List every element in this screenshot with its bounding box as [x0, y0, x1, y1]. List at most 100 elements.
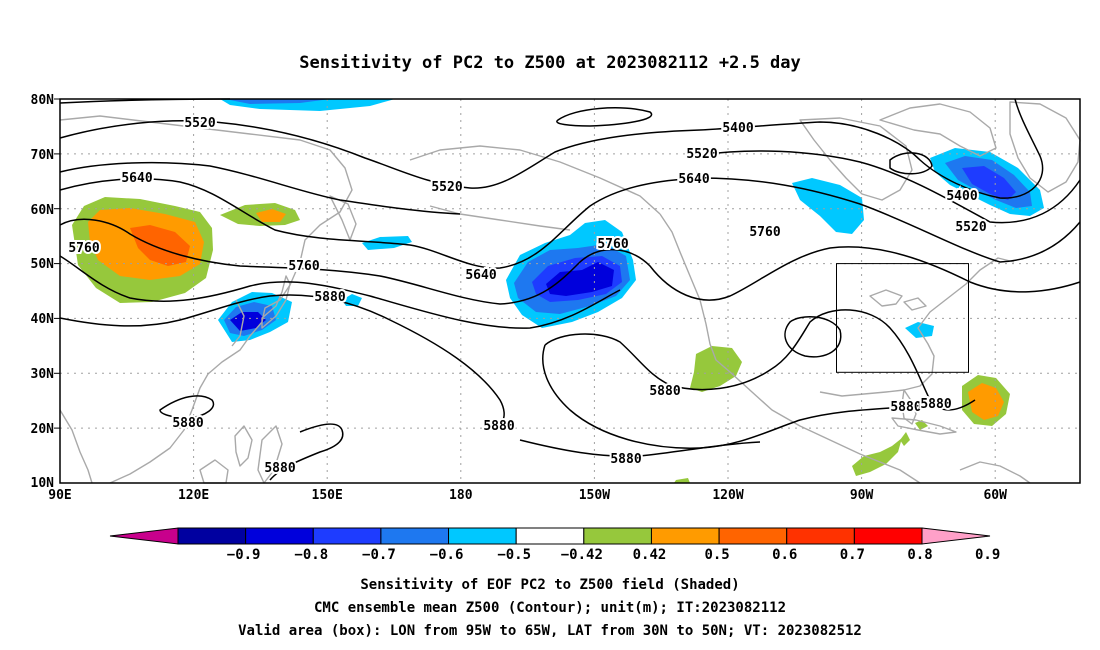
contour-label: 5880	[649, 384, 680, 399]
coastline-baffin	[879, 103, 997, 157]
contour-labels: 5520 5400 5520 5520 5640 5640 5400 5520 …	[66, 114, 988, 478]
coastline-kamchatka	[329, 195, 357, 241]
contour-5400-bering	[556, 107, 653, 127]
map-title: Sensitivity of PC2 to Z500 at 2023082112…	[299, 53, 801, 73]
colorbar-tick-label: −0.6	[430, 547, 464, 563]
colorbar-swatch	[718, 527, 788, 545]
latitude-axis: 80N 70N 60N 50N 40N 30N 20N 10N	[31, 93, 60, 491]
coastline-philippines	[234, 425, 253, 467]
lon-tick-label: 90E	[48, 488, 71, 503]
positive-region-green	[900, 432, 910, 446]
colorbar-max-triangle	[921, 527, 991, 545]
contour-label: 5880	[920, 397, 951, 412]
positive-region-green	[674, 478, 690, 483]
contour-5880-philippine-sea	[159, 395, 215, 419]
colorbar-swatch	[583, 527, 652, 545]
coastline-japan	[261, 275, 291, 329]
lon-tick-label: 60W	[983, 488, 1007, 503]
graticule	[60, 99, 1080, 483]
contour-label: 5640	[678, 172, 709, 187]
contour-5760-lower	[59, 255, 621, 329]
colorbar-tick-label: 0.9	[975, 547, 1000, 563]
coastline-great-lakes	[869, 289, 927, 311]
lon-tick-label: 120E	[178, 488, 209, 503]
map-frame	[59, 98, 1081, 484]
contour-5640-west	[59, 177, 1081, 269]
caption-block: Sensitivity of EOF PC2 to Z500 field (Sh…	[238, 577, 862, 639]
coastline-cuba	[891, 417, 957, 435]
colorbar-swatch	[853, 527, 923, 545]
contour-5760-west	[59, 218, 1081, 305]
coastline-aleutians	[429, 205, 571, 231]
colorbar: −0.9 −0.8 −0.7 −0.6 −0.5 −0.42 0.42 0.5 0.6 0.7 0.…	[109, 527, 1000, 563]
colorbar-swatch	[650, 527, 720, 545]
lon-tick-label: 180	[449, 488, 473, 503]
lat-tick-label: 70N	[31, 148, 55, 163]
coastline-new-guinea	[257, 425, 283, 484]
colorbar-tick-label: −0.8	[294, 547, 328, 563]
coastline-india	[59, 409, 93, 484]
coastline-north-america	[659, 213, 921, 484]
lat-tick-label: 20N	[31, 422, 55, 437]
lat-tick-label: 40N	[31, 312, 55, 327]
negative-region-dark	[546, 262, 614, 296]
positive-region-orange	[968, 383, 1004, 420]
contour-5520-east	[699, 150, 1081, 224]
lat-tick-label: 10N	[31, 476, 55, 491]
coastline-hudson-bay	[799, 117, 913, 201]
lon-tick-label: 150E	[312, 488, 343, 503]
coastline-borneo	[199, 459, 229, 484]
colorbar-swatch	[380, 527, 450, 545]
coastline-alaska	[409, 145, 661, 215]
colorbar-tick-label: 0.8	[907, 547, 932, 563]
contour-5880-gulf	[784, 316, 842, 358]
negative-region-deep	[962, 166, 1016, 200]
contour-label: 5880	[890, 400, 921, 415]
colorbar-swatch	[786, 527, 855, 545]
coastline-greenland	[1009, 101, 1081, 193]
lat-tick-label: 80N	[31, 93, 55, 108]
map-panel: 5520 5400 5520 5520 5640 5640 5400 5520 …	[59, 98, 1081, 484]
colorbar-swatch	[312, 527, 382, 545]
contour-label: 5760	[68, 241, 99, 256]
coastline-florida	[901, 389, 917, 425]
colorbar-min-triangle	[109, 527, 179, 545]
coastline-south-america	[959, 461, 1031, 484]
contour-label: 5520	[184, 116, 215, 131]
coastline-gulf-coast	[819, 257, 1015, 397]
colorbar-tick-label: −0.9	[227, 547, 261, 563]
contour-5880-central	[59, 294, 505, 427]
contour-5400-north	[699, 98, 1044, 199]
contour-label: 5640	[121, 171, 152, 186]
colorbar-tick-label: −0.42	[561, 547, 603, 563]
negative-region-dark	[230, 312, 266, 331]
contour-5880-equatorial	[519, 439, 761, 458]
longitude-axis: 90E 120E 150E 180 150W 120W 90W 60W	[48, 488, 1007, 503]
contour-label: 5520	[431, 180, 462, 195]
caption-line-contour: CMC ensemble mean Z500 (Contour); unit(m…	[314, 600, 786, 616]
positive-region-green	[690, 346, 742, 392]
colorbar-tick-label: 0.42	[633, 547, 667, 563]
contour-label: 5880	[483, 419, 514, 434]
lat-tick-label: 50N	[31, 257, 55, 272]
z500-contours	[59, 98, 1081, 481]
contour-label: 5760	[597, 237, 628, 252]
contour-5400-inner	[889, 152, 933, 175]
colorbar-tick-label: 0.5	[704, 547, 729, 563]
colorbar-swatch	[448, 527, 517, 545]
coastline-asia	[59, 115, 353, 484]
colorbar-tick-label: −0.5	[497, 547, 531, 563]
positive-region-green	[915, 420, 928, 430]
lat-tick-label: 60N	[31, 203, 55, 218]
contour-label: 5400	[722, 121, 753, 136]
contour-label: 5520	[686, 147, 717, 162]
caption-line-shaded: Sensitivity of EOF PC2 to Z500 field (Sh…	[360, 577, 739, 593]
positive-region-green	[852, 438, 902, 476]
contour-5520-west	[59, 120, 701, 189]
positive-region-darkorange	[130, 225, 190, 266]
lat-tick-label: 30N	[31, 367, 55, 382]
contour-label: 5880	[172, 416, 203, 431]
negative-region-mid	[225, 99, 330, 104]
contour-5640-upper	[59, 161, 461, 215]
